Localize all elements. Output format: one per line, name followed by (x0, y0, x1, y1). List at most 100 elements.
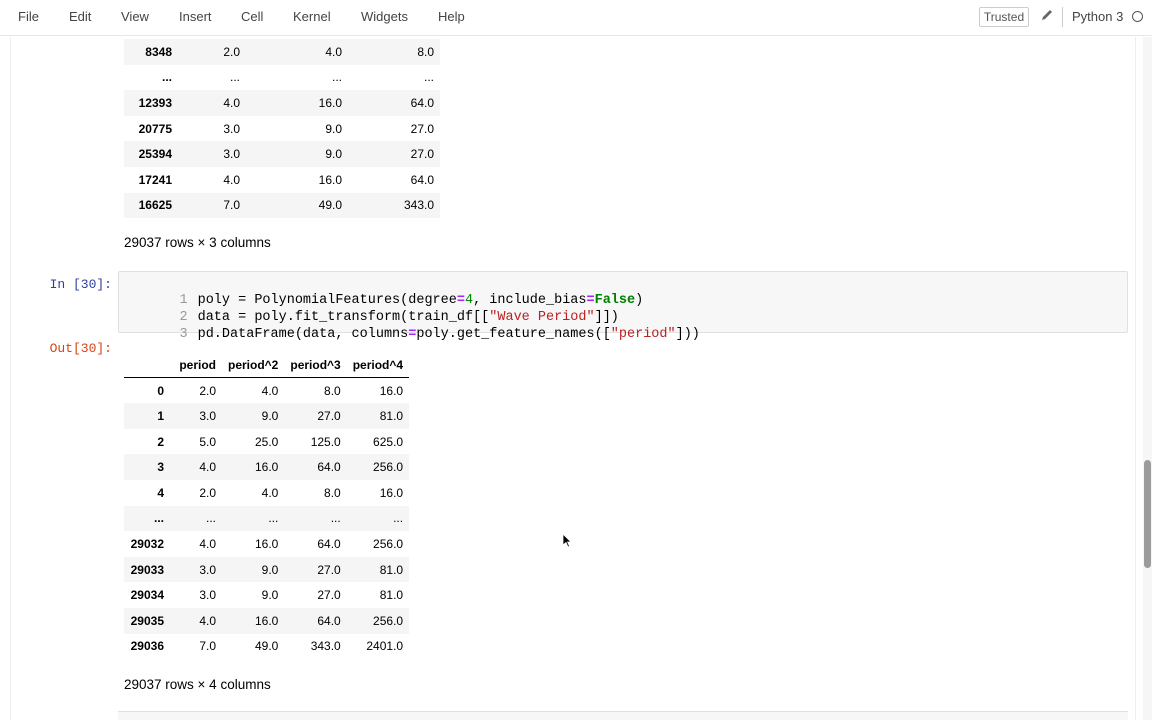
table-cell: ... (229, 70, 240, 85)
table-cell: 3.0 (170, 403, 222, 429)
table-cell: 64.0 (284, 607, 347, 634)
code-cell-input[interactable]: 1 poly = PolynomialFeatures(degree=4, inc… (118, 271, 1128, 342)
column-header: period^2 (222, 352, 285, 379)
table-cell: 16.0 (379, 485, 404, 500)
table-cell: 64.0 (284, 454, 347, 480)
table-cell: 27.0 (284, 403, 347, 429)
menu-edit[interactable]: Edit (69, 9, 92, 24)
table-cell: ... (346, 505, 410, 532)
table-cell: 4.0 (246, 39, 348, 65)
table-cell: 343.0 (310, 639, 341, 654)
table-row: 20775 3.0 9.0 27.0 (124, 116, 440, 142)
vertical-scrollbar[interactable] (1143, 37, 1152, 720)
table-row: 1 3.0 9.0 27.0 81.0 (124, 403, 410, 429)
table-header-row: period period^2 period^3 period^4 (124, 352, 410, 379)
row-index-cell: 0 (157, 383, 164, 398)
kernel-name[interactable]: Python 3 (1062, 7, 1123, 27)
row-index-cell: 8348 (124, 39, 178, 65)
column-header (124, 352, 170, 379)
next-cell-input[interactable] (118, 711, 1128, 720)
row-index-cell: ... (161, 70, 172, 85)
table-cell: 64.0 (348, 90, 440, 116)
menu-kernel[interactable]: Kernel (293, 9, 331, 24)
row-index-cell: 4 (157, 485, 164, 500)
code-line-2: 2 data = poly.fit_transform(train_df[["Wa… (179, 310, 619, 325)
menu-file[interactable]: File (18, 9, 39, 24)
table-cell: 27.0 (348, 141, 440, 167)
menu-cell[interactable]: Cell (241, 9, 264, 24)
scrollbar-thumb[interactable] (1144, 460, 1151, 568)
table-cell: 7.0 (199, 639, 216, 654)
table-cell: 27.0 (410, 121, 434, 136)
row-index-cell: 1 (124, 403, 170, 429)
table-cell: 64.0 (317, 536, 341, 551)
kernel-status-icon (1132, 11, 1143, 22)
table-row: 8348 2.0 4.0 8.0 (124, 39, 440, 65)
table-row: 25394 3.0 9.0 27.0 (124, 141, 440, 167)
pencil-icon[interactable] (1040, 8, 1054, 24)
table-row: 2 5.0 25.0 125.0 625.0 (124, 429, 409, 455)
table-cell: 81.0 (379, 588, 404, 603)
table-cell: 9.0 (246, 141, 348, 167)
menubar: File Edit View Insert Cell Kernel Widget… (0, 0, 1152, 36)
table-row: ............ (124, 65, 440, 91)
table-cell: ... (284, 505, 347, 532)
table-cell: 64.0 (410, 172, 434, 187)
row-index-cell: 29035 (124, 607, 170, 634)
table-cell: ... (222, 505, 285, 532)
output-shape-text: 29037 rows × 4 columns (124, 677, 271, 692)
table-cell: 4.0 (170, 454, 222, 480)
table-cell: 256.0 (346, 607, 410, 634)
out-prompt: Out[30]: (49, 341, 112, 356)
table-row: 29032 4.0 16.0 64.0 256.0 (124, 531, 409, 557)
table-cell: 3.0 (178, 141, 246, 167)
menu-widgets[interactable]: Widgets (361, 9, 408, 24)
table-cell: 9.0 (222, 556, 285, 583)
table-row: 0 2.0 4.0 8.0 16.0 (124, 378, 409, 404)
table-cell: 16.0 (222, 454, 285, 480)
table-cell: 4.0 (223, 172, 240, 187)
menu-view[interactable]: View (121, 9, 149, 24)
table-row: 16625 7.0 49.0 343.0 (124, 192, 440, 219)
table-cell: 2.0 (199, 485, 216, 500)
table-cell: 25.0 (255, 434, 279, 449)
row-index-cell: 3 (124, 454, 170, 480)
table-cell: 16.0 (246, 90, 348, 116)
table-cell: ... (170, 505, 222, 532)
menu-help[interactable]: Help (438, 9, 465, 24)
table-cell: 4.0 (199, 536, 216, 551)
table-row: 17241 4.0 16.0 64.0 (124, 167, 440, 193)
table-cell: 16.0 (379, 383, 404, 398)
table-cell: 8.0 (324, 485, 341, 500)
table-row: 29036 7.0 49.0 343.0 2401.0 (124, 634, 409, 660)
table-cell: 9.0 (222, 403, 285, 429)
table-cell: 625.0 (373, 434, 404, 449)
trusted-button[interactable]: Trusted (979, 7, 1029, 27)
column-header: period^4 (346, 352, 410, 379)
table-row: 3 4.0 16.0 64.0 256.0 (124, 454, 410, 480)
table-cell: 49.0 (246, 192, 348, 219)
table-row: 29034 3.0 9.0 27.0 81.0 (124, 582, 409, 608)
in-prompt: In [30]: (49, 277, 112, 292)
menu-insert[interactable]: Insert (179, 9, 212, 24)
table-row: 12393 4.0 16.0 64.0 (124, 90, 440, 116)
table-cell: 8.0 (348, 39, 440, 65)
table-cell: 4.0 (178, 90, 246, 116)
prev-shape-text: 29037 rows × 3 columns (124, 235, 271, 250)
table-cell: 16.0 (318, 172, 342, 187)
row-index-cell: 12393 (124, 90, 178, 116)
row-index-cell: 29034 (130, 588, 164, 603)
mouse-cursor-icon (563, 534, 572, 548)
table-cell: 9.0 (261, 588, 279, 603)
table-row: ............... (124, 505, 410, 532)
row-index-cell: 2 (157, 434, 164, 449)
notebook-area: 8348 2.0 4.0 8.0............ 12393 4.0 16.0 64.… (0, 37, 1143, 720)
table-cell: 2.0 (178, 39, 246, 65)
table-cell: 16.0 (222, 607, 285, 634)
table-cell: 256.0 (346, 454, 410, 480)
table-cell: 2401.0 (366, 639, 404, 654)
table-cell: 49.0 (255, 639, 279, 654)
table-cell: 343.0 (348, 192, 440, 219)
code-line-1: 1 poly = PolynomialFeatures(degree=4, inc… (179, 293, 644, 308)
row-index-cell: 17241 (138, 172, 172, 187)
